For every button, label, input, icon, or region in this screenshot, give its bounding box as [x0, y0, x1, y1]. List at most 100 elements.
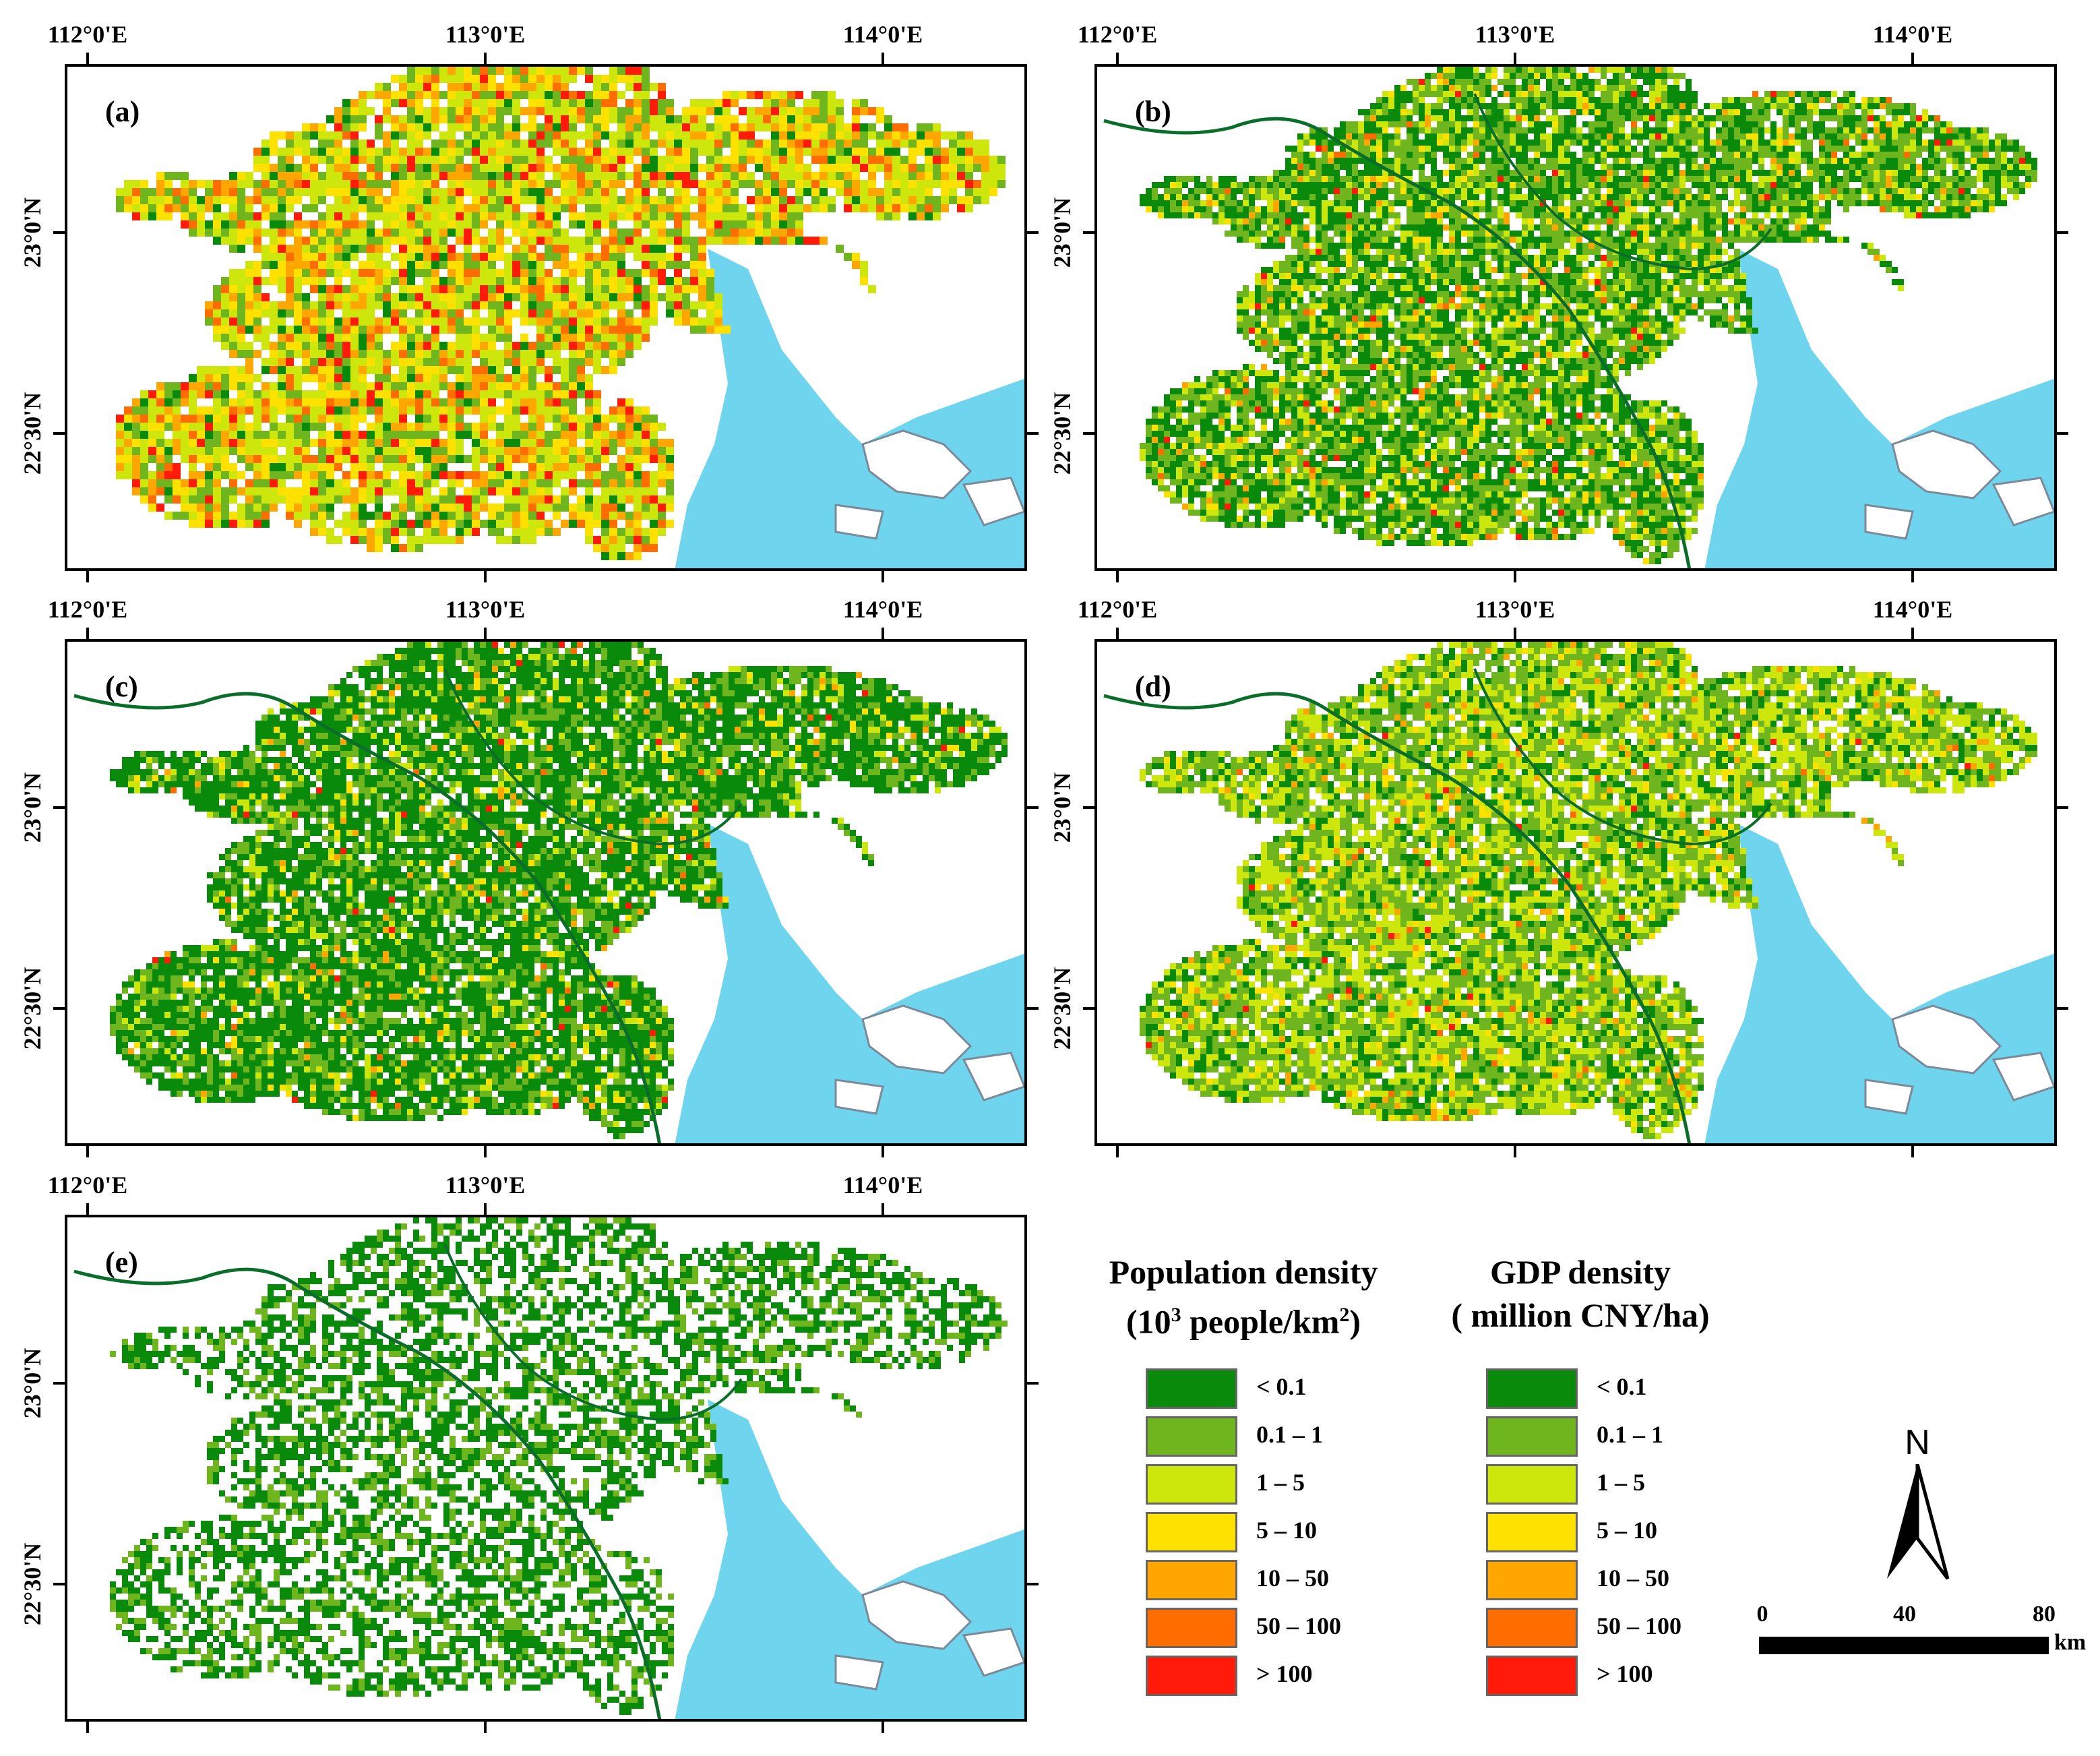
lon-tick-bottom — [882, 1146, 884, 1157]
map-frame-a — [65, 64, 1027, 571]
population-legend-title-line2: (103 people/km2) — [1082, 1294, 1405, 1343]
legend-swatch — [1486, 1464, 1578, 1505]
lon-tick-label: 113°0'E — [1475, 595, 1555, 624]
map-raster-a — [116, 67, 1024, 568]
map-raster-e — [73, 1217, 1024, 1719]
lat-tick-label: 23°0'N — [1048, 198, 1076, 268]
lat-tick-left — [53, 1583, 65, 1585]
scale-unit: km — [2054, 1630, 2086, 1656]
lat-tick-left — [53, 1382, 65, 1385]
legend-class-label: 0.1 – 1 — [1597, 1420, 1663, 1449]
panel-label-b: (b) — [1135, 94, 1171, 129]
north-arrow-icon — [1887, 1464, 1950, 1580]
lat-tick-label: 23°0'N — [1048, 773, 1076, 843]
legend-class-label: 5 – 10 — [1597, 1516, 1657, 1544]
map-frame-e — [65, 1215, 1027, 1722]
lon-tick-bottom — [86, 571, 89, 582]
lat-tick-left — [53, 231, 65, 234]
lat-tick-right — [1027, 1382, 1039, 1385]
lon-tick-top — [86, 1203, 89, 1215]
legend-swatch — [1486, 1368, 1578, 1409]
lat-tick-right — [2057, 1007, 2068, 1010]
map-frame-b — [1094, 64, 2057, 571]
lat-tick-left — [53, 432, 65, 435]
legend-class-label: < 0.1 — [1597, 1372, 1647, 1401]
gdp-legend-title-line2: ( million CNY/ha) — [1419, 1294, 1742, 1337]
lat-tick-label: 22°30'N — [1048, 967, 1076, 1050]
lon-tick-bottom — [1514, 1146, 1516, 1157]
lon-tick-top — [882, 53, 884, 64]
lat-tick-label: 23°0'N — [18, 1348, 47, 1418]
lat-tick-label: 23°0'N — [18, 198, 47, 268]
lon-tick-top — [1116, 628, 1119, 639]
legend-swatch — [1486, 1512, 1578, 1552]
lat-tick-right — [2057, 806, 2068, 809]
panel-label-e: (e) — [105, 1245, 138, 1279]
lat-tick-label: 22°30'N — [18, 392, 47, 475]
lon-tick-label: 114°0'E — [843, 1171, 923, 1199]
lon-tick-bottom — [86, 1146, 89, 1157]
legend-swatch — [1146, 1368, 1237, 1409]
lon-tick-bottom — [86, 1722, 89, 1733]
lat-tick-label: 22°30'N — [18, 1543, 47, 1625]
lon-tick-label: 114°0'E — [1873, 20, 1952, 49]
panel-label-d: (d) — [1135, 669, 1171, 704]
legend-swatch — [1486, 1416, 1578, 1457]
population-legend-title: Population density (103 people/km2) — [1082, 1250, 1405, 1343]
lat-tick-left — [1083, 432, 1094, 435]
legend-swatch — [1486, 1608, 1578, 1648]
lon-tick-top — [882, 628, 884, 639]
lon-tick-label: 112°0'E — [1078, 595, 1157, 624]
legend-class-label: 10 – 50 — [1597, 1564, 1669, 1592]
legend-swatch — [1146, 1512, 1237, 1552]
lon-tick-top — [484, 628, 487, 639]
gdp-legend-title: GDP density ( million CNY/ha) — [1419, 1250, 1742, 1337]
lat-tick-left — [53, 1007, 65, 1010]
legend-swatch — [1146, 1416, 1237, 1457]
legend-swatch — [1146, 1560, 1237, 1600]
lon-tick-bottom — [882, 571, 884, 582]
legend-class-label: 0.1 – 1 — [1256, 1420, 1323, 1449]
lon-tick-top — [1514, 628, 1516, 639]
lon-tick-bottom — [484, 1146, 487, 1157]
lat-tick-left — [1083, 806, 1094, 809]
lon-tick-label: 112°0'E — [48, 1171, 127, 1199]
lon-tick-label: 114°0'E — [843, 20, 923, 49]
map-frame-d — [1094, 639, 2057, 1146]
north-label: N — [1880, 1422, 1954, 1463]
legend-class-label: 10 – 50 — [1256, 1564, 1329, 1592]
lon-tick-bottom — [1911, 1146, 1914, 1157]
lat-tick-left — [1083, 1007, 1094, 1010]
panel-label-a: (a) — [105, 94, 140, 129]
legend-class-label: < 0.1 — [1256, 1372, 1307, 1401]
lat-tick-right — [1027, 1583, 1039, 1585]
lon-tick-top — [1911, 628, 1914, 639]
lat-tick-left — [1083, 231, 1094, 234]
lat-tick-right — [1027, 806, 1039, 809]
legend-class-label: > 100 — [1256, 1660, 1313, 1688]
lon-tick-top — [86, 53, 89, 64]
lon-tick-label: 112°0'E — [48, 595, 127, 624]
north-arrow: N — [1880, 1422, 1954, 1584]
lon-tick-bottom — [882, 1722, 884, 1733]
lon-tick-label: 114°0'E — [1873, 595, 1952, 624]
lon-tick-label: 113°0'E — [445, 1171, 525, 1199]
lat-tick-label: 23°0'N — [18, 773, 47, 843]
lon-tick-bottom — [1116, 1146, 1119, 1157]
lon-tick-bottom — [484, 1722, 487, 1733]
map-raster-b — [1103, 67, 2054, 568]
lon-tick-bottom — [1514, 571, 1516, 582]
legend-swatch — [1486, 1560, 1578, 1600]
scale-tick-label: 80 — [2033, 1602, 2056, 1627]
population-legend-title-line1: Population density — [1082, 1250, 1405, 1294]
legend-class-label: 50 – 100 — [1256, 1612, 1341, 1640]
lon-tick-label: 113°0'E — [1475, 20, 1555, 49]
lon-tick-top — [1116, 53, 1119, 64]
lon-tick-label: 112°0'E — [48, 20, 127, 49]
lon-tick-label: 113°0'E — [445, 20, 525, 49]
lat-tick-right — [2057, 432, 2068, 435]
lon-tick-top — [484, 1203, 487, 1215]
lon-tick-label: 112°0'E — [1078, 20, 1157, 49]
lon-tick-top — [1911, 53, 1914, 64]
lat-tick-right — [1027, 1007, 1039, 1010]
